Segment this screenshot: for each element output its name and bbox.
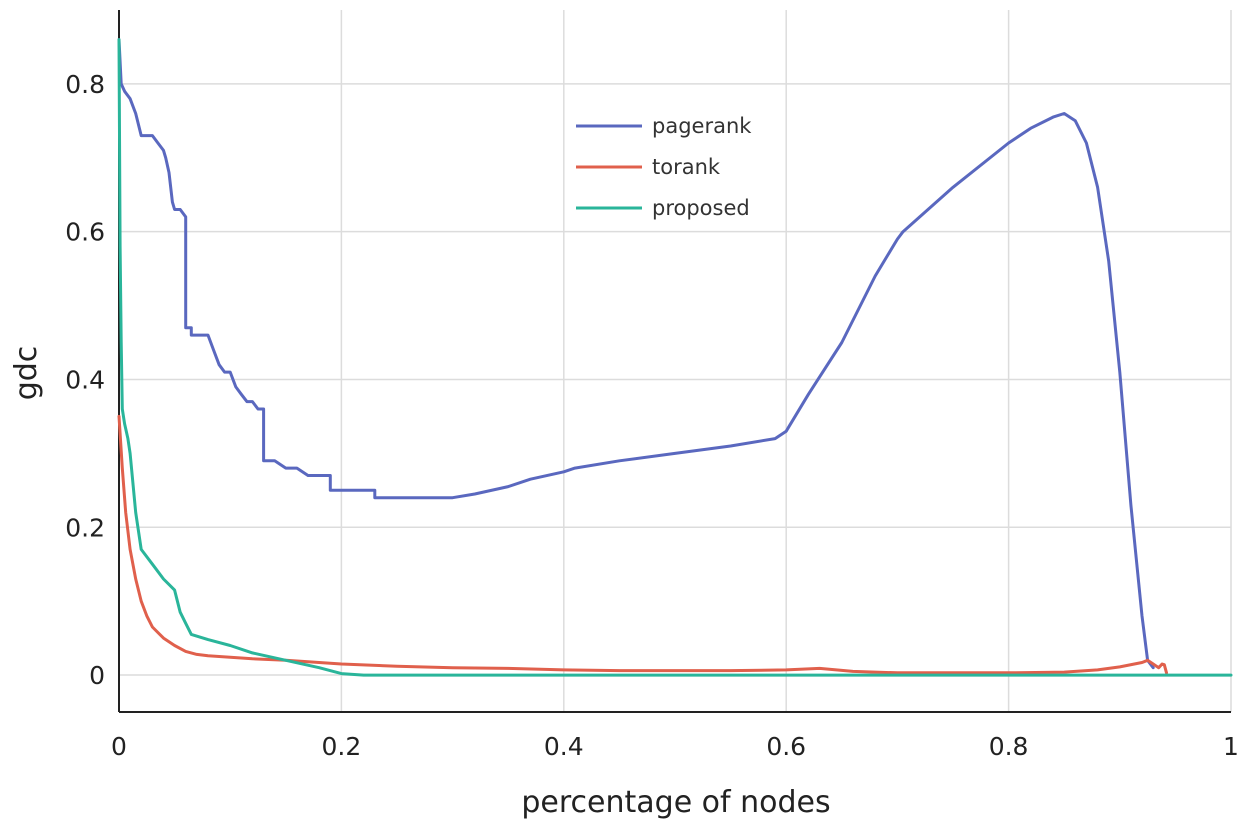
y-tick-labels: 0 0.2 0.4 0.6 0.8 — [65, 70, 105, 690]
x-tick-label-4: 0.8 — [989, 732, 1029, 761]
series-lines — [117, 38, 1233, 677]
y-tick-label-1: 0.2 — [65, 513, 105, 542]
x-axis-title: percentage of nodes — [521, 785, 830, 820]
x-tick-label-3: 0.6 — [766, 732, 806, 761]
x-tick-label-2: 0.4 — [544, 732, 584, 761]
x-tick-label-1: 0.2 — [322, 732, 362, 761]
legend-label-torank: torank — [652, 155, 721, 179]
x-tick-label-0: 0 — [111, 732, 127, 761]
series-line-torank — [117, 414, 1168, 675]
series-line-pagerank — [117, 38, 1155, 670]
series-line-proposed — [117, 38, 1233, 677]
legend-item-torank[interactable]: torank — [576, 155, 721, 179]
y-tick-label-2: 0.4 — [65, 365, 105, 394]
y-tick-label-0: 0 — [89, 661, 105, 690]
legend-item-pagerank[interactable]: pagerank — [576, 114, 752, 138]
legend: pagerank torank proposed — [576, 114, 752, 220]
x-tick-label-5: 1 — [1223, 732, 1239, 761]
legend-label-proposed: proposed — [652, 196, 750, 220]
y-tick-label-4: 0.8 — [65, 70, 105, 99]
legend-label-pagerank: pagerank — [652, 114, 752, 138]
legend-item-proposed[interactable]: proposed — [576, 196, 750, 220]
y-axis-title: gdc — [9, 346, 44, 401]
x-tick-labels: 0 0.2 0.4 0.6 0.8 1 — [111, 732, 1239, 761]
y-tick-label-3: 0.6 — [65, 218, 105, 247]
